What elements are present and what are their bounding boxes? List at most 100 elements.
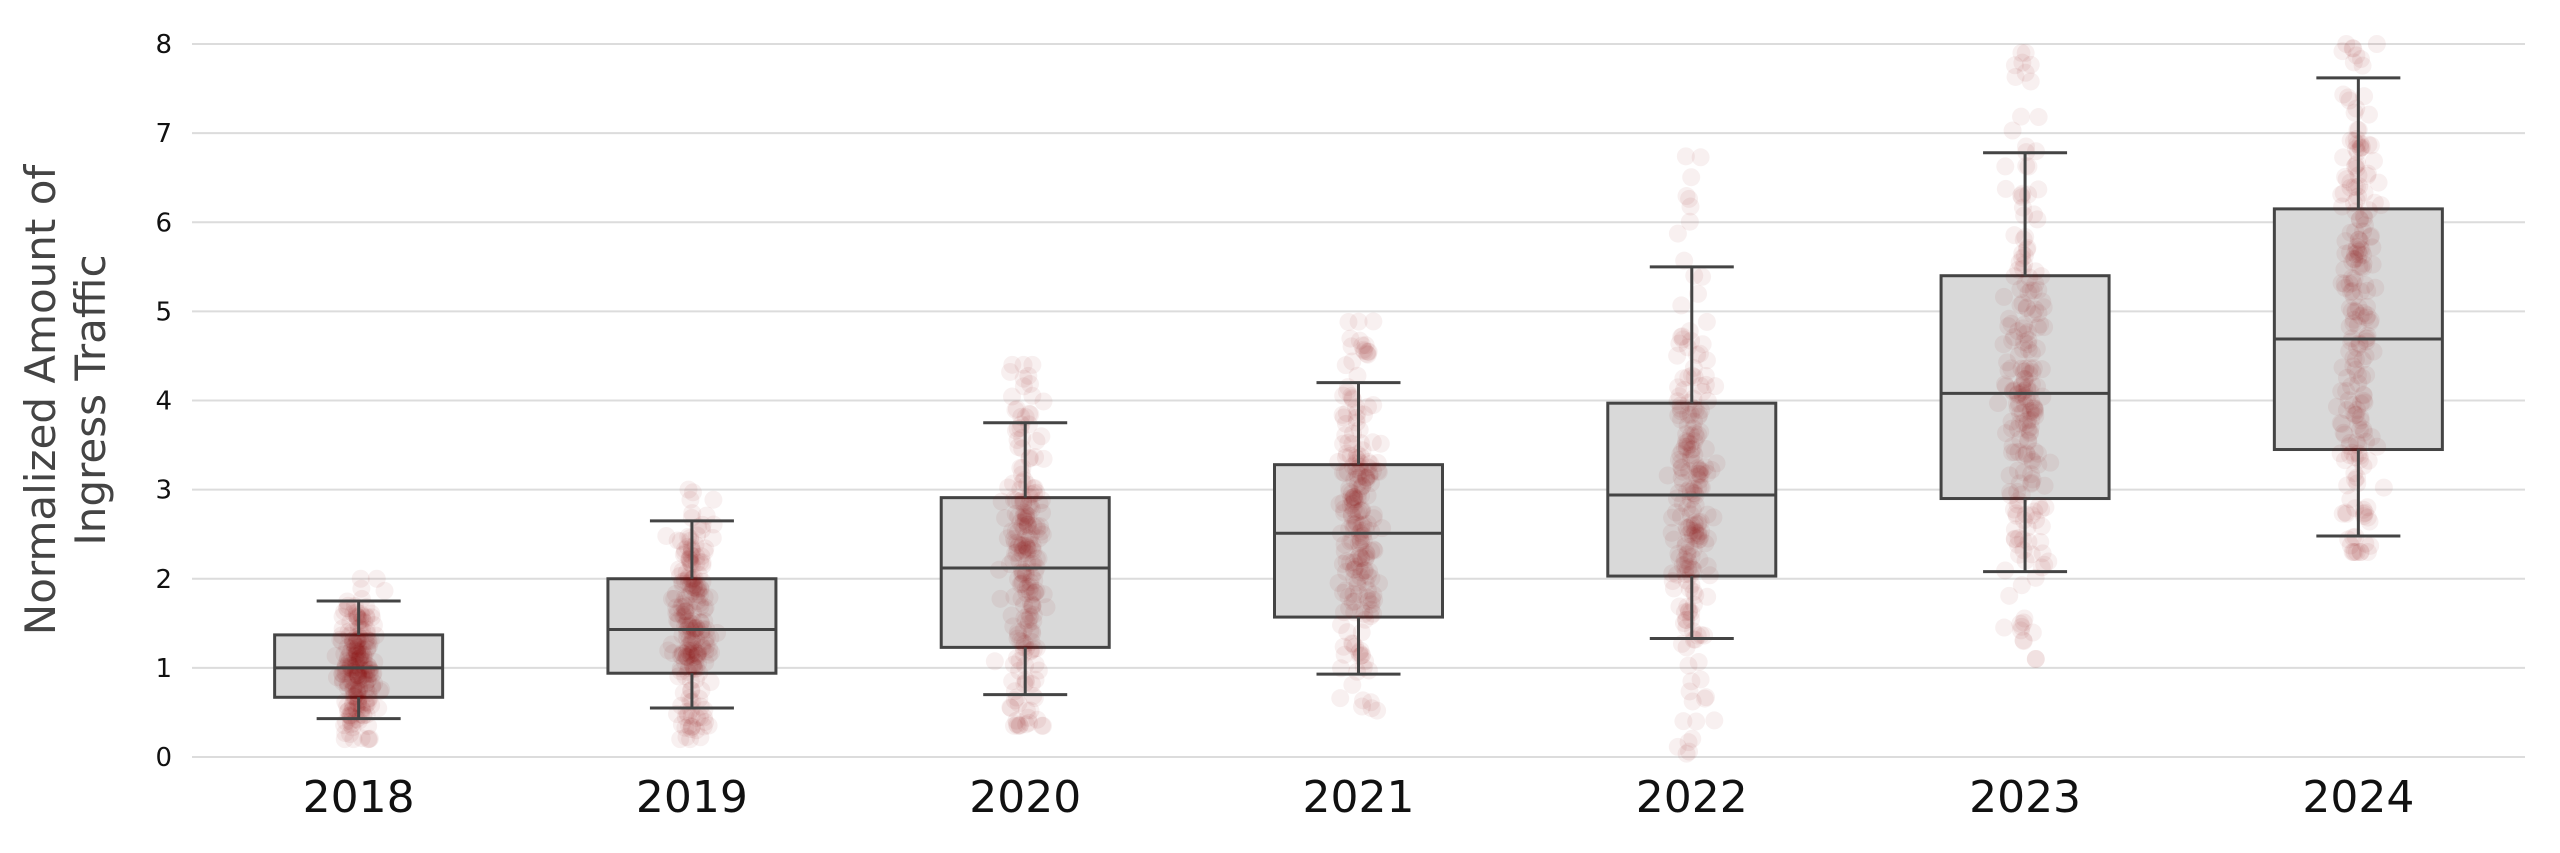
- data-point: [1682, 516, 1701, 535]
- data-point: [668, 531, 687, 550]
- data-point: [1350, 528, 1369, 547]
- data-point: [1023, 536, 1042, 555]
- data-point: [2009, 346, 2028, 365]
- data-point: [1356, 652, 1375, 671]
- data-point: [1369, 462, 1388, 481]
- data-point: [2356, 503, 2375, 522]
- data-point: [1989, 394, 2008, 413]
- data-point: [2016, 359, 2035, 378]
- data-point: [351, 649, 370, 668]
- data-point: [2014, 463, 2033, 482]
- data-point: [2003, 419, 2022, 438]
- data-point: [2354, 222, 2373, 241]
- data-point: [2348, 400, 2367, 419]
- data-point: [2361, 310, 2380, 329]
- data-point: [335, 602, 354, 621]
- data-point: [2351, 306, 2370, 325]
- data-point: [1696, 375, 1715, 394]
- data-point: [1016, 528, 1035, 547]
- data-point: [2336, 167, 2355, 186]
- data-point: [2361, 227, 2380, 246]
- data-point: [692, 622, 711, 641]
- data-point: [1370, 574, 1389, 593]
- data-point: [2041, 453, 2060, 472]
- data-point: [2348, 316, 2367, 335]
- data-point: [2022, 344, 2041, 363]
- data-point: [1690, 461, 1709, 480]
- data-point: [1363, 433, 1382, 452]
- data-point: [1335, 535, 1354, 554]
- data-point: [702, 643, 721, 662]
- data-point: [671, 662, 690, 681]
- data-point: [1331, 689, 1350, 708]
- data-point: [2001, 482, 2020, 501]
- data-point: [682, 706, 701, 725]
- data-point: [675, 571, 694, 590]
- data-point: [1353, 476, 1372, 495]
- data-point: [2033, 544, 2052, 563]
- data-point: [2025, 442, 2044, 461]
- data-point: [1022, 567, 1041, 586]
- data-point: [2019, 410, 2038, 429]
- data-point: [1675, 550, 1694, 569]
- data-point: [1027, 639, 1046, 658]
- data-point: [1687, 428, 1706, 447]
- data-point: [689, 582, 708, 601]
- data-point: [1015, 503, 1034, 522]
- data-point: [359, 689, 378, 708]
- data-point: [1680, 579, 1699, 598]
- data-point: [2342, 332, 2361, 351]
- data-point: [2019, 331, 2038, 350]
- data-point: [1684, 479, 1703, 498]
- data-point: [1026, 670, 1045, 689]
- data-point: [2333, 358, 2352, 377]
- data-point: [673, 575, 692, 594]
- data-point: [1004, 716, 1023, 735]
- data-point: [2005, 530, 2024, 549]
- data-point: [365, 674, 384, 693]
- data-point: [1021, 607, 1040, 626]
- data-point: [1344, 560, 1363, 579]
- data-point: [2336, 232, 2355, 251]
- data-point: [2029, 108, 2048, 127]
- data-point: [1672, 327, 1691, 346]
- data-point: [2359, 201, 2378, 220]
- data-point: [1352, 447, 1371, 466]
- data-point: [358, 671, 377, 690]
- data-point: [1352, 501, 1371, 520]
- data-point: [344, 680, 363, 699]
- data-point: [2346, 360, 2365, 379]
- data-point: [1336, 581, 1355, 600]
- data-point: [2022, 545, 2041, 564]
- data-point: [2008, 419, 2027, 438]
- data-point: [1353, 500, 1372, 519]
- data-point: [2349, 230, 2368, 249]
- box-body: [1606, 401, 1778, 578]
- data-point: [1335, 464, 1354, 483]
- data-point: [1028, 520, 1047, 539]
- data-point: [682, 700, 701, 719]
- data-point: [700, 640, 719, 659]
- data-point: [693, 520, 712, 539]
- data-point: [2359, 451, 2378, 470]
- data-point: [1343, 388, 1362, 407]
- points-2022: [1658, 147, 1726, 763]
- box-2019: 2019: [606, 480, 778, 823]
- data-point: [1014, 638, 1033, 657]
- data-point: [1690, 471, 1709, 490]
- data-point: [340, 626, 359, 645]
- data-point: [2031, 315, 2050, 334]
- data-point: [347, 603, 366, 622]
- data-point: [1663, 572, 1682, 591]
- data-point: [1013, 544, 1032, 563]
- data-point: [1335, 645, 1354, 664]
- data-point: [1675, 555, 1694, 574]
- data-point: [674, 644, 693, 663]
- data-point: [1023, 598, 1042, 617]
- data-point: [1007, 715, 1026, 734]
- data-point: [1671, 445, 1690, 464]
- data-point: [1345, 488, 1364, 507]
- data-point: [1669, 378, 1688, 397]
- data-point: [2021, 422, 2040, 441]
